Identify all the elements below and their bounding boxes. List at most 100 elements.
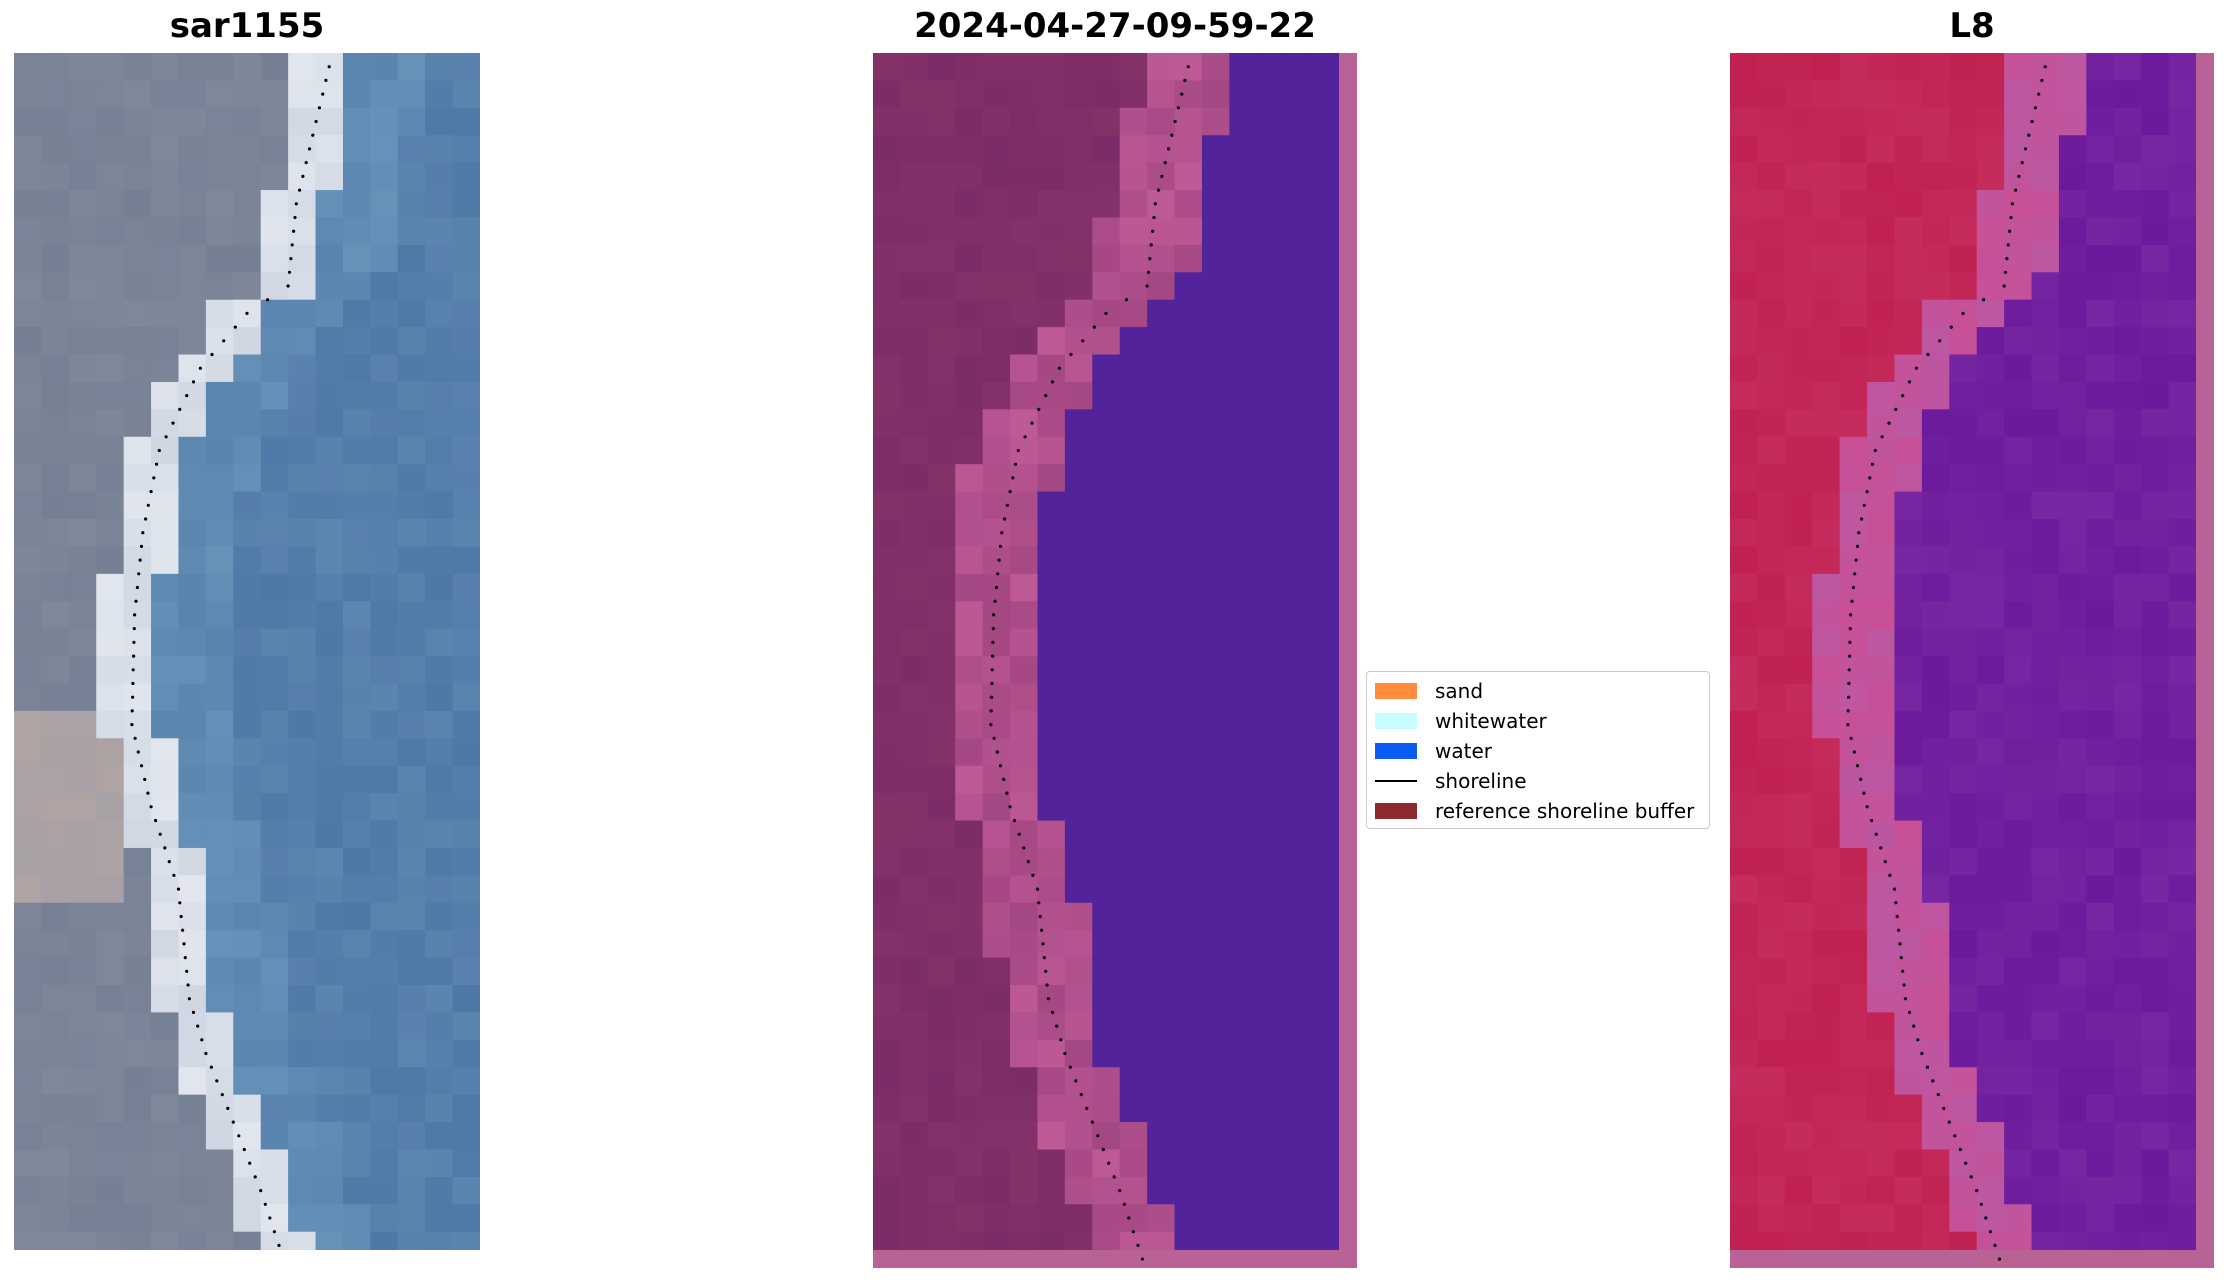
shoreline-point — [1902, 983, 1906, 987]
image-pixel — [900, 628, 929, 657]
image-pixel — [1201, 80, 1230, 109]
image-pixel — [1256, 1204, 1285, 1233]
shoreline-point — [1857, 531, 1861, 535]
image-pixel — [452, 573, 480, 602]
shoreline-point — [146, 503, 150, 507]
image-pixel — [1256, 1039, 1285, 1068]
image-pixel — [1092, 710, 1121, 739]
image-pixel — [1064, 847, 1093, 876]
image-pixel — [1730, 299, 1759, 328]
image-pixel — [955, 80, 984, 109]
image-pixel — [1812, 628, 1841, 657]
image-pixel — [2031, 985, 2060, 1014]
image-pixel — [2086, 244, 2115, 273]
shoreline-point — [187, 997, 191, 1001]
image-pixel — [2168, 985, 2197, 1014]
image-pixel — [1201, 272, 1230, 301]
image-pixel — [14, 1067, 43, 1096]
image-pixel — [2113, 299, 2142, 328]
image-pixel — [178, 902, 207, 931]
image-pixel — [982, 601, 1011, 630]
image-pixel — [233, 327, 262, 356]
image-pixel — [260, 1122, 289, 1151]
image-pixel — [96, 436, 125, 465]
image-pixel — [1757, 244, 1786, 273]
image-pixel — [397, 299, 426, 328]
image-pixel — [68, 464, 97, 493]
image-pixel — [1256, 820, 1285, 849]
image-pixel — [2086, 1204, 2115, 1233]
image-pixel — [370, 1122, 399, 1151]
image-pixel — [2141, 601, 2170, 630]
image-pixel — [1894, 1122, 1923, 1151]
image-pixel — [955, 272, 984, 301]
image-pixel — [1921, 409, 1950, 438]
image-pixel — [2168, 436, 2197, 465]
image-pixel — [41, 656, 70, 685]
image-pixel — [1256, 80, 1285, 109]
image-pixel — [1037, 519, 1066, 548]
shoreline-point — [1042, 956, 1046, 960]
image-pixel — [205, 765, 234, 794]
image-pixel — [96, 327, 125, 356]
image-pixel — [178, 436, 207, 465]
image-pixel — [233, 710, 262, 739]
image-pixel — [2168, 327, 2197, 356]
image-pixel — [1812, 244, 1841, 273]
image-pixel — [178, 135, 207, 164]
image-pixel — [1284, 299, 1313, 328]
image-pixel — [1229, 985, 1258, 1014]
image-pixel — [1949, 1067, 1978, 1096]
image-pixel — [927, 573, 956, 602]
image-pixel — [1812, 1039, 1841, 1068]
image-pixel — [1867, 847, 1896, 876]
image-pixel — [260, 546, 289, 575]
image-pixel — [2031, 656, 2060, 685]
image-pixel — [1256, 573, 1285, 602]
image-pixel — [1894, 793, 1923, 822]
image-pixel — [1867, 738, 1896, 767]
image-pixel — [1784, 601, 1813, 630]
image-pixel — [982, 217, 1011, 246]
image-pixel — [2113, 1176, 2142, 1205]
image-pixel — [927, 409, 956, 438]
image-pixel — [955, 765, 984, 794]
image-pixel — [1010, 409, 1039, 438]
image-pixel — [1037, 546, 1066, 575]
image-pixel — [14, 710, 43, 739]
shoreline-point — [1118, 1189, 1122, 1193]
image-pixel — [1812, 107, 1841, 136]
image-pixel — [1949, 1149, 1978, 1178]
image-pixel — [288, 930, 317, 959]
image-pixel — [1092, 135, 1121, 164]
image-pixel — [96, 381, 125, 410]
shoreline-point — [1074, 1079, 1078, 1083]
image-pixel — [1976, 354, 2005, 383]
image-pixel — [2004, 1039, 2033, 1068]
image-pixel — [1229, 738, 1258, 767]
image-pixel — [288, 409, 317, 438]
image-pixel — [1174, 217, 1203, 246]
image-pixel — [1147, 244, 1176, 273]
image-pixel — [1256, 765, 1285, 794]
image-pixel — [1730, 107, 1759, 136]
image-pixel — [900, 683, 929, 712]
image-pixel — [1311, 847, 1340, 876]
image-pixel — [1010, 710, 1039, 739]
shoreline-point — [183, 956, 187, 960]
image-pixel — [955, 601, 984, 630]
image-pixel — [873, 573, 902, 602]
image-pixel — [96, 409, 125, 438]
image-pixel — [1037, 464, 1066, 493]
image-pixel — [955, 710, 984, 739]
image-pixel — [1064, 436, 1093, 465]
image-pixel — [123, 162, 152, 191]
image-pixel — [2058, 217, 2087, 246]
image-pixel — [1229, 1012, 1258, 1041]
image-pixel — [178, 546, 207, 575]
image-pixel — [1921, 217, 1950, 246]
image-pixel — [1092, 409, 1121, 438]
image-pixel — [96, 683, 125, 712]
image-pixel — [1284, 1067, 1313, 1096]
image-pixel — [2113, 1122, 2142, 1151]
